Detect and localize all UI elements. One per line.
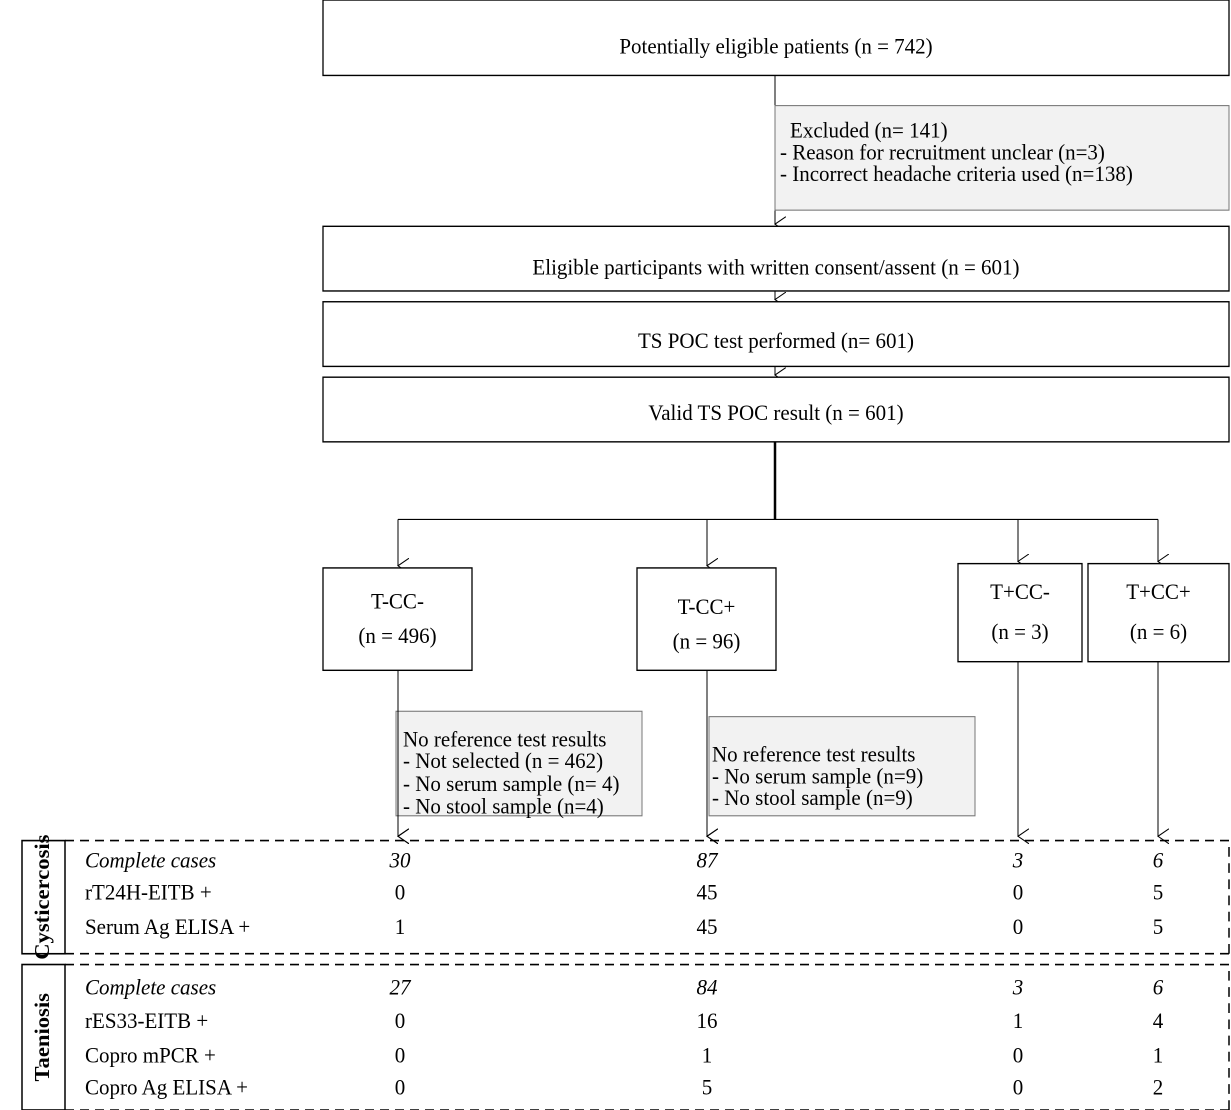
- group-count: (n = 496): [358, 623, 436, 648]
- group-count: (n = 96): [673, 629, 741, 654]
- row-label: rES33-EITB +: [85, 1008, 208, 1033]
- exclusion-box: [708, 716, 976, 817]
- group-name: T-CC+: [678, 594, 736, 619]
- cell-value: 5: [702, 1075, 713, 1100]
- row-label: Copro mPCR +: [85, 1043, 216, 1068]
- cell-value: 0: [1013, 1075, 1024, 1100]
- row-label: Complete cases: [85, 975, 216, 1000]
- cell-value: 16: [697, 1008, 718, 1033]
- row-label: rT24H-EITB +: [85, 880, 212, 905]
- row-label: Complete cases: [85, 848, 216, 873]
- flow-box-label: Valid TS POC result (n = 601): [648, 400, 903, 425]
- cell-value: 27: [390, 975, 412, 1000]
- flow-box-label: TS POC test performed (n= 601): [638, 328, 914, 353]
- row-label: Serum Ag ELISA +: [85, 914, 250, 939]
- exclusion-text: Excluded (n= 141)- Reason for recruitmen…: [780, 118, 1133, 186]
- cell-value: 87: [697, 848, 719, 873]
- exclusion-line: - Incorrect headache criteria used (n=13…: [780, 161, 1133, 186]
- cell-value: 1: [395, 914, 406, 939]
- flow-box: [322, 301, 1230, 368]
- flow-box-label: Eligible participants with written conse…: [532, 255, 1019, 280]
- group-box: [957, 562, 1083, 663]
- cell-value: 30: [389, 848, 411, 873]
- table-border: [65, 963, 1230, 1110]
- cell-value: 1: [1153, 1043, 1164, 1068]
- cell-value: 3: [1012, 848, 1024, 873]
- side-label-box: [21, 839, 66, 955]
- exclusion-line: - No serum sample (n=9): [712, 764, 923, 789]
- cell-value: 84: [697, 975, 718, 1000]
- exclusion-line: - Reason for recruitment unclear (n=3): [780, 140, 1105, 165]
- cell-value: 45: [697, 880, 718, 905]
- group-name: T+CC-: [990, 579, 1050, 604]
- side-label: Cysticercosis: [31, 835, 54, 960]
- cell-value: 6: [1153, 848, 1164, 873]
- cell-value: 0: [395, 1043, 406, 1068]
- cell-value: 0: [395, 1008, 406, 1033]
- flow-box-label: Potentially eligible patients (n = 742): [619, 34, 932, 59]
- cell-value: 5: [1153, 914, 1164, 939]
- group-box: [322, 567, 473, 672]
- cell-value: 5: [1153, 880, 1164, 905]
- exclusion-box: [774, 105, 1230, 211]
- cell-value: 6: [1153, 975, 1164, 1000]
- exclusion-box: [395, 710, 643, 817]
- group-box: [1087, 562, 1230, 663]
- exclusion-line: - Not selected (n = 462): [403, 748, 603, 773]
- table-border: [65, 839, 1230, 955]
- group-name: T+CC+: [1126, 579, 1191, 604]
- cell-value: 0: [1013, 880, 1024, 905]
- exclusion-line: No reference test results: [403, 727, 606, 752]
- group-name: T-CC-: [371, 589, 424, 614]
- cell-value: 4: [1153, 1008, 1164, 1033]
- side-label: Taeniosis: [31, 993, 54, 1081]
- cell-value: 0: [1013, 914, 1024, 939]
- exclusion-line: - No serum sample (n= 4): [403, 771, 620, 796]
- cell-value: 0: [1013, 1043, 1024, 1068]
- group-count: (n = 6): [1130, 619, 1187, 644]
- cell-value: 45: [697, 914, 718, 939]
- side-label-box: [21, 963, 66, 1110]
- exclusion-line: - No stool sample (n=9): [712, 785, 913, 810]
- cell-value: 0: [395, 880, 406, 905]
- cell-value: 1: [1013, 1008, 1024, 1033]
- flow-box: [322, 225, 1230, 292]
- cell-value: 1: [702, 1043, 713, 1068]
- cell-value: 2: [1153, 1075, 1164, 1100]
- flow-box: [322, 0, 1230, 77]
- cell-value: 3: [1012, 975, 1024, 1000]
- group-box: [636, 567, 777, 672]
- cell-value: 0: [395, 1075, 406, 1100]
- row-label: Copro Ag ELISA +: [85, 1075, 248, 1100]
- flow-box: [322, 376, 1230, 443]
- group-count: (n = 3): [991, 619, 1048, 644]
- exclusion-line: - No stool sample (n=4): [403, 794, 604, 819]
- exclusion-line: Excluded (n= 141): [790, 118, 948, 143]
- exclusion-line: No reference test results: [712, 742, 915, 767]
